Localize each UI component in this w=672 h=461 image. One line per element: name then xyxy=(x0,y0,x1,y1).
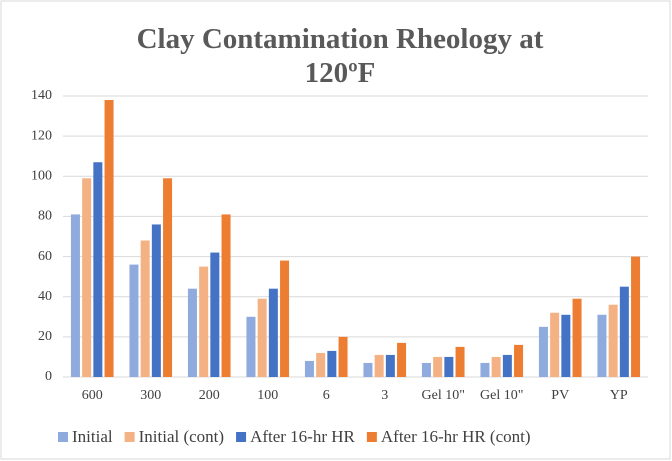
x-tick-label: YP xyxy=(610,388,628,403)
legend-label: After 16-hr HR xyxy=(250,427,355,446)
bar xyxy=(304,360,314,377)
bar xyxy=(421,362,431,377)
bar xyxy=(608,304,618,377)
bar xyxy=(316,352,326,377)
bar xyxy=(338,336,348,377)
bar xyxy=(455,346,465,377)
bar xyxy=(491,356,501,377)
bar xyxy=(199,266,209,377)
y-tick-label: 140 xyxy=(31,88,52,103)
bar xyxy=(140,240,150,377)
bar xyxy=(619,286,629,377)
y-tick-label: 80 xyxy=(38,209,52,224)
bar xyxy=(327,350,337,377)
bar xyxy=(280,260,290,377)
y-tick-label: 120 xyxy=(31,128,52,143)
y-tick-label: 0 xyxy=(45,369,52,384)
bar xyxy=(210,252,220,377)
legend-swatch xyxy=(366,432,377,442)
bar xyxy=(572,298,582,377)
x-tick-label: Gel 10" xyxy=(480,388,523,403)
x-tick-label: 600 xyxy=(82,388,103,403)
x-tick-label: 300 xyxy=(140,388,161,403)
legend-label: Initial xyxy=(72,427,113,446)
y-tick-label: 40 xyxy=(38,289,52,304)
y-tick-label: 60 xyxy=(38,249,52,264)
legend-swatch xyxy=(58,432,68,442)
bar xyxy=(597,314,607,377)
chart-title: Clay Contamination Rheology at 120ºF xyxy=(136,23,544,89)
bar xyxy=(104,100,114,377)
bar xyxy=(502,354,512,377)
bar xyxy=(363,362,373,377)
bar xyxy=(129,264,139,377)
bar xyxy=(374,354,384,377)
bar xyxy=(480,362,490,377)
bar xyxy=(246,316,256,377)
bar xyxy=(93,162,103,377)
bar xyxy=(631,256,641,377)
bar xyxy=(221,214,231,377)
x-tick-label: 200 xyxy=(199,388,220,403)
y-tick-label: 100 xyxy=(31,169,52,184)
bar xyxy=(538,326,548,377)
y-tick-label: 20 xyxy=(38,329,52,344)
legend-swatch xyxy=(236,432,247,442)
bar xyxy=(268,288,278,377)
x-tick-label: Gel 10" xyxy=(422,388,465,403)
legend-swatch xyxy=(124,432,135,442)
bar xyxy=(257,298,267,377)
bar xyxy=(561,314,571,377)
bar xyxy=(433,356,443,377)
bar xyxy=(187,288,197,377)
bar xyxy=(550,312,560,377)
bar xyxy=(444,356,454,377)
bar xyxy=(163,178,173,377)
bar xyxy=(385,354,395,377)
bar xyxy=(82,178,92,377)
x-tick-label: 6 xyxy=(323,388,330,403)
x-tick-label: 100 xyxy=(257,388,278,403)
x-tick-label: PV xyxy=(551,388,569,403)
legend-label: Initial (cont) xyxy=(139,427,224,446)
bar xyxy=(397,342,407,377)
bar xyxy=(70,214,80,377)
bar xyxy=(514,344,524,377)
x-tick-label: 3 xyxy=(381,388,388,403)
legend-label: After 16-hr HR (cont) xyxy=(381,427,531,446)
bar xyxy=(151,224,161,377)
